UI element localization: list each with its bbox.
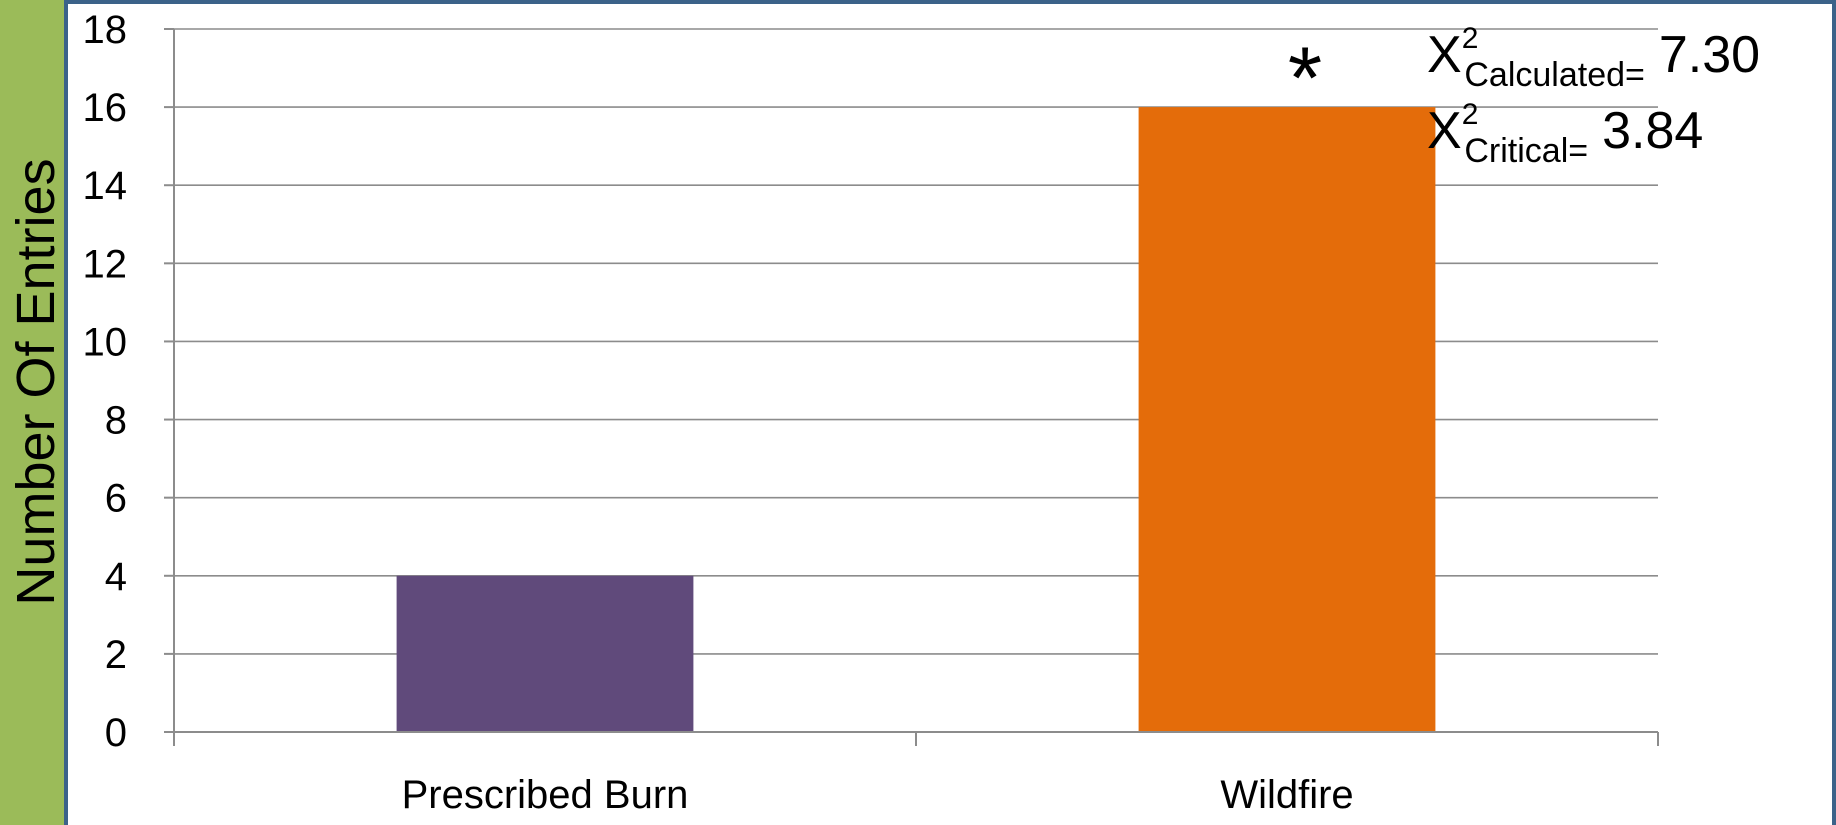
crit-symbol: X (1427, 102, 1462, 160)
plot-panel (64, 0, 1836, 825)
calc-symbol: X (1427, 26, 1462, 84)
bar-wildfire (1138, 107, 1436, 733)
crit-superscript: 2 (1462, 98, 1479, 131)
y-tick-label-10: 10 (83, 320, 128, 364)
bars (396, 107, 1436, 733)
x-tick-labels: Prescribed Burn Wildfire (402, 773, 1354, 817)
bar-prescribed-burn (396, 575, 694, 732)
y-tick-label-2: 2 (105, 633, 127, 677)
crit-subscript: Critical= (1464, 132, 1588, 170)
calc-value: 7.30 (1659, 26, 1760, 84)
calc-subscript: Calculated= (1464, 56, 1645, 94)
y-tick-label-0: 0 (105, 711, 127, 755)
axes (164, 28, 1659, 746)
calc-superscript: 2 (1462, 22, 1479, 55)
crit-value: 3.84 (1602, 102, 1703, 160)
y-tick-label-12: 12 (83, 242, 128, 286)
y-tick-label-18: 18 (83, 8, 128, 52)
y-tick-label-14: 14 (83, 164, 128, 208)
significance-marker: * (1288, 28, 1322, 127)
chi-square-critical-annotation: X2 Critical= 3.84 (1427, 98, 1703, 170)
y-tick-label-6: 6 (105, 477, 127, 521)
y-tick-labels: 0 2 4 6 8 10 12 14 16 18 (83, 8, 128, 755)
y-tick-label-4: 4 (105, 555, 127, 599)
y-tick-label-8: 8 (105, 399, 127, 443)
x-tick-label-wildfire: Wildfire (1220, 773, 1353, 817)
y-tick-label-16: 16 (83, 86, 128, 130)
chi-square-calculated-annotation: X2 Calculated= 7.30 (1427, 22, 1760, 94)
x-tick-label-prescribed-burn: Prescribed Burn (402, 773, 689, 817)
y-axis-label: Number Of Entries (6, 158, 66, 605)
left-accent-strip (0, 0, 64, 825)
